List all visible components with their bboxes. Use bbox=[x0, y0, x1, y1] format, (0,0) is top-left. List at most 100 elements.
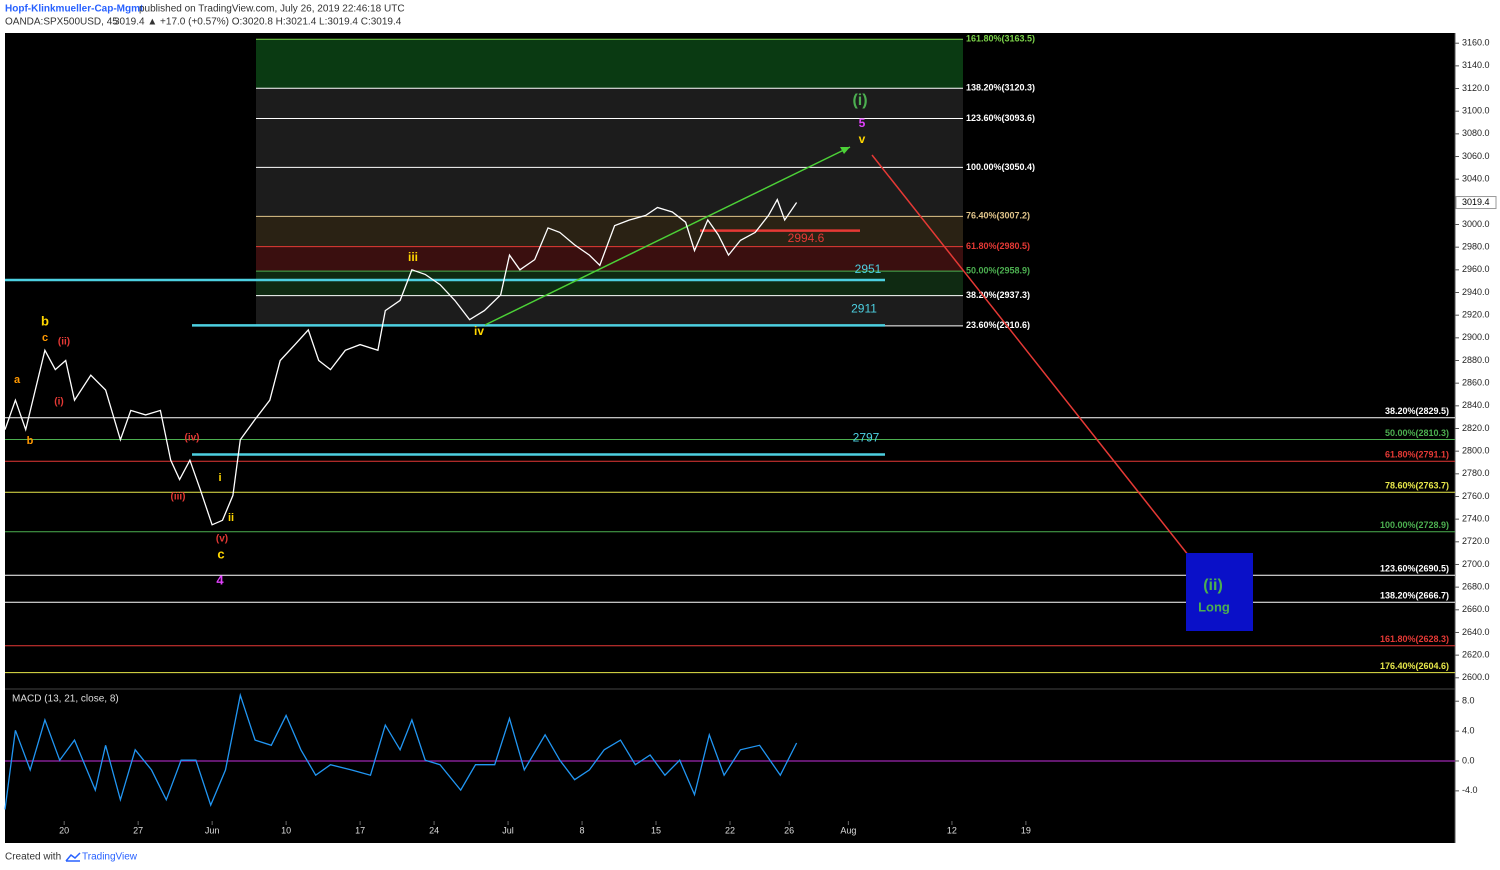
x-tick-label: 15 bbox=[651, 825, 661, 835]
fib-label: 50.00%(2958.9) bbox=[966, 265, 1030, 275]
wave-label: a bbox=[14, 374, 21, 386]
fib-zone bbox=[256, 271, 963, 296]
y-tick-label: 2940.0 bbox=[1462, 287, 1490, 297]
y-tick-label: 2960.0 bbox=[1462, 264, 1490, 274]
price-line bbox=[4, 198, 798, 526]
y-tick-label: 2860.0 bbox=[1462, 378, 1490, 388]
y-tick-label: 2800.0 bbox=[1462, 446, 1490, 456]
fib-label: 176.40%(2604.6) bbox=[1380, 661, 1449, 671]
y-tick-label: 3100.0 bbox=[1462, 106, 1490, 116]
x-tick-label: Aug bbox=[840, 825, 856, 835]
y-tick-label: 3140.0 bbox=[1462, 60, 1490, 70]
fib-label: 100.00%(3050.4) bbox=[966, 162, 1035, 172]
fib-label: 161.80%(2628.3) bbox=[1380, 634, 1449, 644]
y-tick-label: -4.0 bbox=[1462, 785, 1478, 795]
y-tick-label: 2600.0 bbox=[1462, 672, 1490, 682]
fib-label: 78.60%(2763.7) bbox=[1385, 481, 1449, 491]
x-tick-label: 24 bbox=[429, 825, 439, 835]
fib-zone bbox=[256, 295, 963, 326]
fib-label: 123.60%(3093.6) bbox=[966, 113, 1035, 123]
x-tick-label: 20 bbox=[59, 825, 69, 835]
pane-title: MACD (13, 21, close, 8) bbox=[12, 694, 119, 705]
x-tick-label: Jun bbox=[205, 825, 220, 835]
y-tick-label: 2700.0 bbox=[1462, 559, 1490, 569]
y-tick-label: 2720.0 bbox=[1462, 536, 1490, 546]
y-tick-label: 8.0 bbox=[1462, 696, 1475, 706]
y-tick-label: 2980.0 bbox=[1462, 242, 1490, 252]
fib-label: 38.20%(2829.5) bbox=[1385, 406, 1449, 416]
wave-label: (ii) bbox=[1203, 577, 1223, 594]
trend-line bbox=[484, 146, 851, 326]
fib-label: 61.80%(2980.5) bbox=[966, 241, 1030, 251]
fib-label: 123.60%(2690.5) bbox=[1380, 564, 1449, 574]
wave-label: 5 bbox=[859, 116, 866, 130]
footer-created: Created with bbox=[5, 852, 61, 863]
quote: 3019.4 ▲ +17.0 (+0.57%) O:3020.8 H:3021.… bbox=[114, 17, 402, 28]
wave-label: c bbox=[42, 332, 48, 344]
fib-zone bbox=[256, 118, 963, 168]
x-tick-label: Jul bbox=[502, 825, 514, 835]
wave-label: b bbox=[41, 313, 49, 328]
y-tick-label: 2760.0 bbox=[1462, 491, 1490, 501]
level-label: 2797 bbox=[853, 431, 880, 445]
brand-icon bbox=[65, 852, 81, 862]
fib-label: 61.80%(2791.1) bbox=[1385, 450, 1449, 460]
wave-label: (v) bbox=[216, 534, 228, 545]
wave-label: Long bbox=[1198, 599, 1230, 614]
wave-label: (iii) bbox=[171, 492, 186, 503]
y-tick-label: 2780.0 bbox=[1462, 468, 1490, 478]
x-tick-label: 12 bbox=[947, 825, 957, 835]
y-tick-label: 2880.0 bbox=[1462, 355, 1490, 365]
fib-label: 100.00%(2728.9) bbox=[1380, 520, 1449, 530]
published: published on TradingView.com, July 26, 2… bbox=[139, 4, 405, 15]
wave-label: (i) bbox=[852, 92, 867, 109]
y-tick-label: 4.0 bbox=[1462, 725, 1475, 735]
y-tick-label: 3080.0 bbox=[1462, 128, 1490, 138]
level-label: 2994.6 bbox=[788, 231, 825, 245]
fib-zone bbox=[256, 167, 963, 217]
footer-brand[interactable]: TradingView bbox=[82, 852, 138, 863]
fib-label: 161.80%(3163.5) bbox=[966, 34, 1035, 44]
y-tick-label: 3160.0 bbox=[1462, 38, 1490, 48]
target-box bbox=[1186, 553, 1253, 631]
y-tick-label: 3000.0 bbox=[1462, 219, 1490, 229]
x-tick-label: 26 bbox=[784, 825, 794, 835]
fib-zone bbox=[256, 246, 963, 272]
wave-label: 4 bbox=[216, 572, 224, 587]
level-label: 2911 bbox=[851, 302, 877, 316]
y-tick-label: 2900.0 bbox=[1462, 332, 1490, 342]
wave-label: c bbox=[217, 546, 224, 561]
symbol: OANDA:SPX500USD, 45 bbox=[5, 17, 118, 28]
wave-label: (i) bbox=[54, 397, 63, 408]
wave-label: i bbox=[218, 472, 221, 484]
wave-label: b bbox=[27, 435, 34, 447]
y-tick-label: 3060.0 bbox=[1462, 151, 1490, 161]
wave-label: (iv) bbox=[185, 433, 200, 444]
fib-label: 50.00%(2810.3) bbox=[1385, 428, 1449, 438]
y-tick-label: 2920.0 bbox=[1462, 310, 1490, 320]
fib-label: 138.20%(2666.7) bbox=[1380, 591, 1449, 601]
trend-line bbox=[871, 154, 1201, 571]
y-tick-label: 3040.0 bbox=[1462, 174, 1490, 184]
y-tick-label: 2640.0 bbox=[1462, 627, 1490, 637]
y-tick-label: 0.0 bbox=[1462, 755, 1475, 765]
y-tick-label: 2840.0 bbox=[1462, 400, 1490, 410]
y-tick-label: 2740.0 bbox=[1462, 514, 1490, 524]
y-tick-label: 2820.0 bbox=[1462, 423, 1490, 433]
x-tick-label: 27 bbox=[133, 825, 143, 835]
fib-label: 23.60%(2910.6) bbox=[966, 320, 1030, 330]
wave-label: (ii) bbox=[58, 337, 70, 348]
fib-zone bbox=[256, 39, 963, 89]
y-tick-label: 2680.0 bbox=[1462, 582, 1490, 592]
arrow-head bbox=[840, 147, 850, 154]
wave-label: iii bbox=[408, 250, 418, 264]
x-tick-label: 22 bbox=[725, 825, 735, 835]
x-tick-label: 10 bbox=[281, 825, 291, 835]
wave-label: ii bbox=[228, 512, 234, 524]
wave-label: v bbox=[859, 132, 866, 146]
level-label: 2951 bbox=[855, 262, 882, 276]
author[interactable]: Hopf-Klinkmueller-Cap-Mgmt bbox=[5, 4, 144, 15]
wave-label: iv bbox=[474, 324, 484, 338]
